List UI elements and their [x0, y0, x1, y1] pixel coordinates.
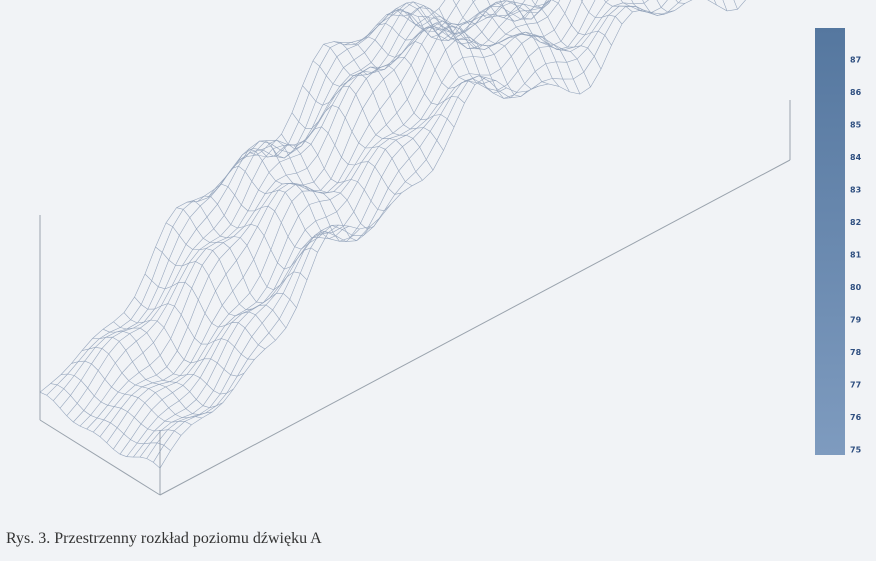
colorbar: [815, 28, 845, 455]
colorbar-tick-label: 84: [850, 153, 862, 162]
mesh-line: [99, 0, 552, 437]
mesh-line: [92, 336, 213, 415]
mesh-line: [81, 346, 203, 419]
mesh-line: [159, 0, 746, 469]
mesh-line: [323, 43, 444, 151]
mesh-line: [93, 0, 550, 433]
surface-mesh: [39, 0, 746, 469]
colorbar-tick-label: 82: [850, 218, 861, 227]
colorbar-tick-label: 87: [850, 56, 861, 65]
mesh-line: [270, 140, 392, 212]
mesh-line: [642, 0, 665, 16]
colorbar-tick-label: 76: [850, 413, 862, 422]
colorbar-tick-label: 75: [850, 446, 862, 455]
colorbar-tick-label: 85: [850, 121, 862, 130]
mesh-line: [487, 0, 591, 88]
mesh-line: [39, 0, 446, 393]
mesh-line: [218, 165, 339, 239]
mesh-line: [133, 0, 609, 458]
caption: Rys. 3. Przestrzenny rozkład poziomu dźw…: [6, 530, 322, 547]
mesh-line: [53, 0, 476, 401]
mesh-line: [73, 0, 538, 423]
colorbar-tick-label: 80: [850, 283, 862, 292]
mesh-line: [302, 85, 423, 181]
mesh-line: [333, 41, 455, 128]
mesh-line: [354, 36, 476, 89]
mesh-line: [106, 0, 561, 443]
mesh-line: [119, 0, 584, 455]
mesh-line: [155, 246, 276, 341]
mesh-line: [79, 0, 547, 427]
mesh-line: [722, 0, 728, 12]
mesh-line: [113, 0, 572, 450]
mesh-line: [153, 0, 682, 463]
colorbar-tick-label: 79: [850, 316, 862, 325]
colorbar-tick-label: 77: [850, 381, 861, 390]
mesh-line: [86, 0, 552, 430]
mesh-line: [59, 0, 506, 409]
mesh-line: [66, 0, 526, 416]
mesh-line: [102, 328, 224, 409]
colorbar-tick-label: 81: [850, 251, 862, 260]
colorbar-tick-label: 78: [850, 348, 862, 357]
colorbar-labels: 87 86 85 84 83 82 81 80 79 78 77 76 75: [850, 56, 862, 455]
mesh-line: [407, 12, 528, 97]
mesh-line: [713, 0, 717, 6]
mesh-line: [46, 0, 460, 396]
colorbar-tick-label: 86: [850, 88, 862, 97]
mesh-line: [139, 0, 649, 458]
colorbar-tick-label: 83: [850, 186, 861, 195]
axes-box: [39, 100, 791, 496]
mesh-line: [165, 222, 287, 329]
mesh-line: [126, 0, 596, 457]
figure: 87 86 85 84 83 82 81 80 79 78 77 76 75: [39, 0, 862, 496]
